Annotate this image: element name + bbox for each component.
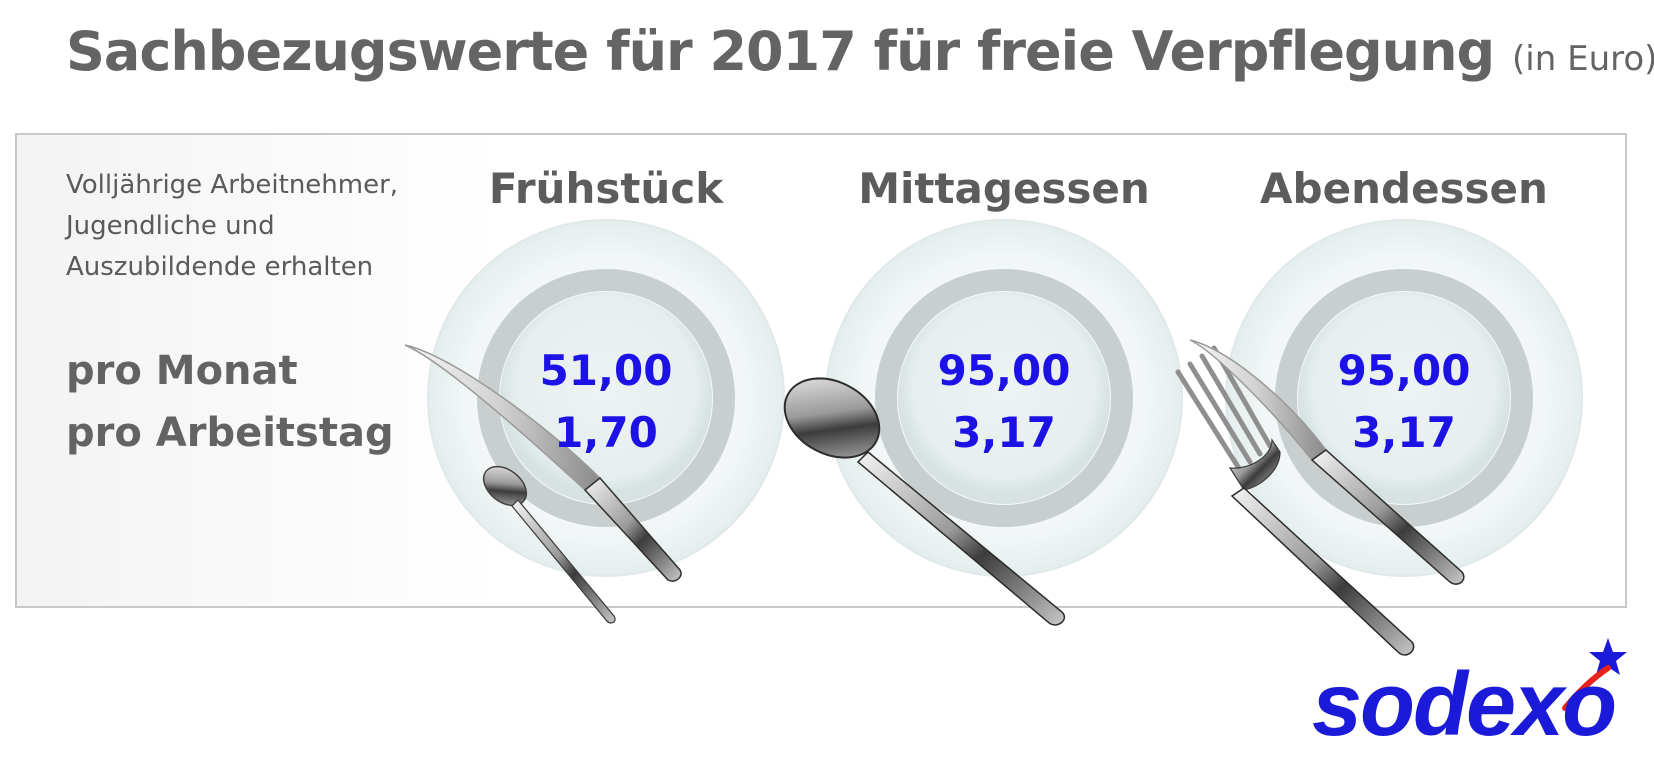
value-dinner-month: 95,00 (1337, 346, 1471, 395)
fork-icon (1175, 345, 1415, 656)
knife-icon (1189, 339, 1465, 585)
value-lunch-day: 3,17 (952, 408, 1056, 457)
spoon-icon (783, 377, 1066, 626)
value-dinner-day: 3,17 (1352, 408, 1456, 457)
row-label-day: pro Arbeitstag (66, 410, 394, 456)
row-label-month: pro Monat (66, 348, 298, 394)
page-title: Sachbezugswerte für 2017 für freie Verpf… (66, 20, 1654, 83)
plate-lunch (825, 219, 1183, 577)
knife-icon (404, 344, 682, 582)
meal-title-lunch: Mittagessen (858, 164, 1150, 213)
title-main: Sachbezugswerte für 2017 für freie Verpf… (66, 20, 1495, 83)
meal-title-breakfast: Frühstück (488, 164, 724, 213)
value-breakfast-month: 51,00 (539, 346, 673, 395)
sodexo-swoosh-icon (1562, 665, 1611, 711)
plate-dinner (1225, 219, 1583, 577)
meal-title-dinner: Abendessen (1260, 164, 1548, 213)
teaspoon-icon (482, 465, 616, 624)
intro-text: Volljährige Arbeitnehmer, Jugendliche un… (66, 170, 399, 282)
sodexo-star-icon (1589, 638, 1627, 675)
title-unit: (in Euro) (1512, 39, 1654, 79)
value-lunch-month: 95,00 (937, 346, 1071, 395)
sodexo-logo: sodexo (1312, 655, 1617, 755)
value-breakfast-day: 1,70 (554, 408, 658, 457)
